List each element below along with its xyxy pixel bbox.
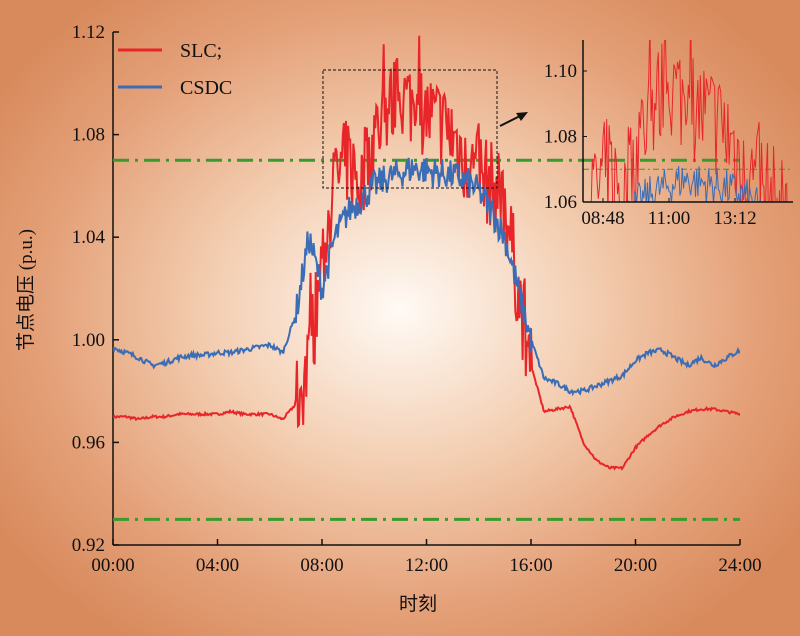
inset-y-tick-label: 1.08 [544,127,577,148]
inset-plot-area [583,40,793,202]
y-tick-label: 1.00 [72,330,105,351]
y-tick-label: 0.92 [72,535,105,556]
x-tick-label: 24:00 [718,555,761,576]
inset-y-tick-label: 1.06 [544,192,577,213]
inset-y-tick-label: 1.10 [544,61,577,82]
x-tick-label: 04:00 [196,555,239,576]
inset-x-tick-label: 08:48 [581,208,624,229]
y-tick-label: 1.04 [72,227,106,248]
y-axis-label: 节点电压 (p.u.) [15,229,37,351]
legend-label-slc: SLC; [180,40,222,62]
inset-axes: 08:48 11:00 13:12 1.06 1.08 1.10 [544,40,793,229]
inset-x-tick-label: 11:00 [648,208,691,229]
x-tick-label: 16:00 [509,555,552,576]
legend-label-csdc: CSDC [180,77,232,99]
x-tick-label: 00:00 [91,555,134,576]
main-axes: 00:00 04:00 08:00 12:00 16:00 20:00 24:00 0.92 0… [72,22,762,576]
x-tick-label: 12:00 [405,555,448,576]
y-tick-label: 0.96 [72,432,105,453]
main-plot-area [113,35,740,521]
zoom-region-box [322,69,498,189]
series-line-csdc [113,157,740,397]
series-line-slc [113,35,740,471]
legend: SLC; CSDC [118,40,232,99]
x-tick-label: 08:00 [300,555,343,576]
inset-x-tick-label: 13:12 [713,208,756,229]
inset-series-line-slc [590,40,788,202]
arrow-icon [499,112,528,127]
x-axis-label: 时刻 [399,593,437,615]
y-tick-label: 1.08 [72,125,105,146]
x-tick-label: 20:00 [614,555,657,576]
y-tick-label: 1.12 [72,22,105,43]
inset-series-line-csdc [627,166,761,202]
